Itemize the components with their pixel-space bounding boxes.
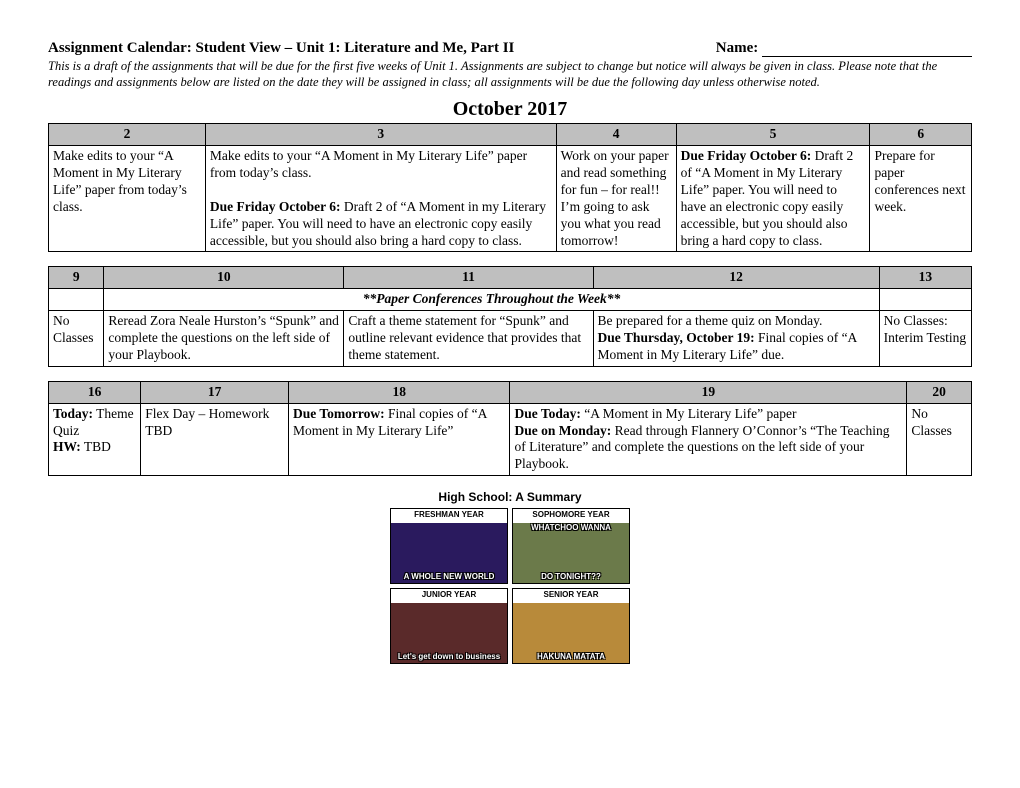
week3-table: 1617181920 Today: Theme Quiz HW: TBD Fle… <box>48 381 972 476</box>
cell-18: Due Tomorrow: Final copies of “A Moment … <box>288 403 510 476</box>
cell-16: Today: Theme Quiz HW: TBD <box>49 403 141 476</box>
cell-13-banner <box>879 289 971 311</box>
name-field: Name: <box>716 40 972 57</box>
cell-19: Due Today: “A Moment in My Literary Life… <box>510 403 907 476</box>
day-header: 10 <box>104 267 344 289</box>
day-header: 19 <box>510 381 907 403</box>
day-header: 17 <box>141 381 289 403</box>
name-blank <box>762 56 972 57</box>
meme-panel: SENIOR YEAR HAKUNA MATATA <box>512 588 630 664</box>
meme-panel: JUNIOR YEAR Let's get down to business <box>390 588 508 664</box>
cell-9-banner <box>49 289 104 311</box>
cell-17: Flex Day – Homework TBD <box>141 403 289 476</box>
week1-table: 23456 Make edits to your “A Moment in My… <box>48 123 972 252</box>
cell-9: No Classes <box>49 311 104 367</box>
day-header: 2 <box>49 124 206 146</box>
cell-13: No Classes: Interim Testing <box>879 311 971 367</box>
day-header: 18 <box>288 381 510 403</box>
meme-panel-label: FRESHMAN YEAR <box>391 509 507 520</box>
meme-block: High School: A Summary FRESHMAN YEAR A WH… <box>390 490 630 664</box>
cell-11: Craft a theme statement for “Spunk” and … <box>344 311 593 367</box>
meme-caption-bottom: DO TONIGHT?? <box>513 572 629 582</box>
cell-4: Work on your paper and read something fo… <box>556 146 676 252</box>
day-header: 11 <box>344 267 593 289</box>
banner-row: **Paper Conferences Throughout the Week*… <box>104 289 879 311</box>
header-line: Assignment Calendar: Student View – Unit… <box>48 40 972 57</box>
day-header: 5 <box>676 124 870 146</box>
day-header: 4 <box>556 124 676 146</box>
meme-panel-label: JUNIOR YEAR <box>391 589 507 600</box>
intro-text: This is a draft of the assignments that … <box>48 59 972 90</box>
day-header: 3 <box>205 124 556 146</box>
meme-grid: FRESHMAN YEAR A WHOLE NEW WORLD SOPHOMORE … <box>390 508 630 664</box>
meme-panel: SOPHOMORE YEAR WHATCHOO WANNA DO TONIGHT?? <box>512 508 630 584</box>
meme-panel: FRESHMAN YEAR A WHOLE NEW WORLD <box>390 508 508 584</box>
day-header: 12 <box>593 267 879 289</box>
meme-caption-bottom: HAKUNA MATATA <box>513 652 629 662</box>
cell-6: Prepare for paper conferences next week. <box>870 146 972 252</box>
meme-panel-label: SENIOR YEAR <box>513 589 629 600</box>
month-title: October 2017 <box>48 98 972 121</box>
day-header: 13 <box>879 267 971 289</box>
day-header: 20 <box>907 381 972 403</box>
day-header: 9 <box>49 267 104 289</box>
cell-5: Due Friday October 6: Draft 2 of “A Mome… <box>676 146 870 252</box>
meme-panel-label: SOPHOMORE YEAR <box>513 509 629 520</box>
day-header: 16 <box>49 381 141 403</box>
meme-caption-top: WHATCHOO WANNA <box>513 523 629 533</box>
cell-3: Make edits to your “A Moment in My Liter… <box>205 146 556 252</box>
doc-title: Assignment Calendar: Student View – Unit… <box>48 40 514 57</box>
day-header: 6 <box>870 124 972 146</box>
cell-2: Make edits to your “A Moment in My Liter… <box>49 146 206 252</box>
meme-caption-bottom: Let's get down to business <box>391 652 507 662</box>
cell-20: No Classes <box>907 403 972 476</box>
week2-table: 910111213 **Paper Conferences Throughout… <box>48 266 972 366</box>
cell-10: Reread Zora Neale Hurston’s “Spunk” and … <box>104 311 344 367</box>
cell-12: Be prepared for a theme quiz on Monday. … <box>593 311 879 367</box>
meme-caption-bottom: A WHOLE NEW WORLD <box>391 572 507 582</box>
meme-title: High School: A Summary <box>390 490 630 504</box>
